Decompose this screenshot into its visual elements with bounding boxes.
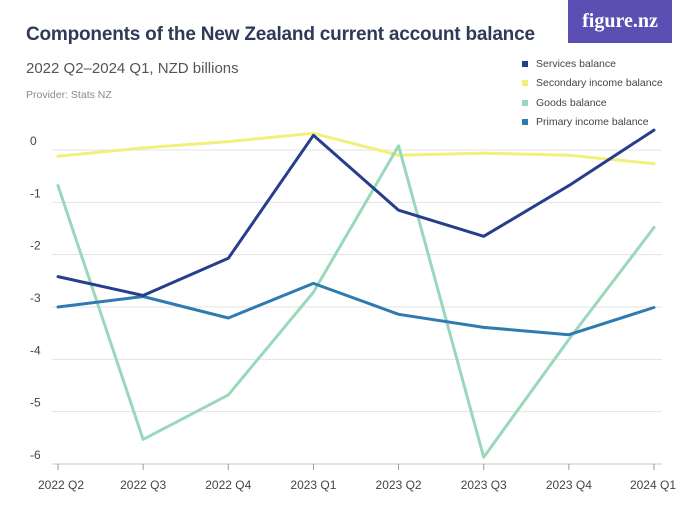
x-tick-label: 2022 Q2 — [38, 478, 84, 492]
figure-nz-logo[interactable]: figure.nz — [568, 0, 672, 43]
y-tick-label: -2 — [30, 239, 41, 253]
legend-label: Goods balance — [536, 96, 607, 109]
y-tick-label: -4 — [30, 343, 41, 357]
y-tick-label: 0 — [30, 134, 37, 148]
x-tick-label: 2023 Q4 — [546, 478, 592, 492]
y-tick-label: -1 — [30, 186, 41, 200]
legend-item: Secondary income balance — [522, 74, 663, 94]
x-tick-label: 2022 Q4 — [205, 478, 251, 492]
y-tick-label: -6 — [30, 448, 41, 462]
legend-item: Primary income balance — [522, 113, 663, 133]
legend-label: Primary income balance — [536, 116, 649, 129]
x-tick-label: 2023 Q1 — [290, 478, 336, 492]
legend-swatch — [522, 99, 528, 106]
x-tick-label: 2022 Q3 — [120, 478, 166, 492]
legend-item: Goods balance — [522, 93, 663, 113]
y-tick-label: -3 — [30, 291, 41, 305]
legend-label: Secondary income balance — [536, 77, 663, 90]
legend-item: Services balance — [522, 54, 663, 74]
chart-legend: Services balance Secondary income balance… — [522, 54, 663, 132]
series-line-services-balance — [56, 128, 656, 297]
x-tick-label: 2024 Q1 — [630, 478, 676, 492]
y-tick-label: -5 — [30, 396, 41, 410]
series-line-goods-balance — [56, 144, 656, 459]
legend-swatch — [522, 80, 528, 87]
series-line-primary-income-balance — [56, 281, 656, 337]
x-tick-label: 2023 Q2 — [376, 478, 422, 492]
legend-label: Services balance — [536, 57, 616, 70]
chart-title: Components of the New Zealand current ac… — [26, 24, 535, 45]
chart-subtitle: 2022 Q2–2024 Q1, NZD billions — [26, 60, 239, 77]
legend-swatch — [522, 119, 528, 126]
legend-swatch — [522, 60, 528, 67]
x-tick-label: 2023 Q3 — [461, 478, 507, 492]
data-provider: Provider: Stats NZ — [26, 89, 112, 101]
series-line-secondary-income-balance — [56, 131, 656, 166]
